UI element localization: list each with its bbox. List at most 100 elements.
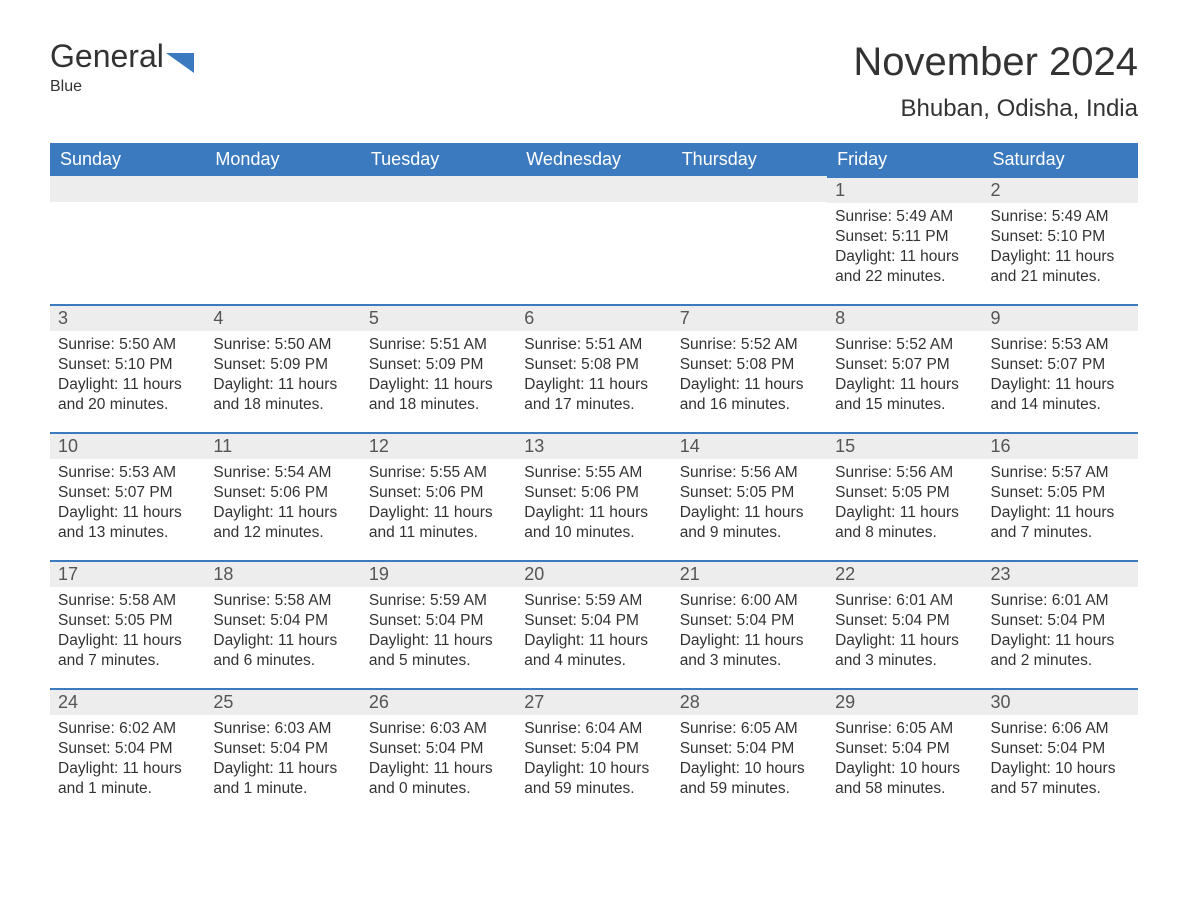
daylight-line: Daylight: 11 hours and 17 minutes.	[524, 375, 663, 415]
day-number-bar-empty	[50, 176, 205, 202]
day-details: Sunrise: 5:52 AMSunset: 5:08 PMDaylight:…	[672, 331, 827, 424]
day-number-bar-empty	[672, 176, 827, 202]
day-number: 19	[361, 560, 516, 587]
day-number-bar-empty	[361, 176, 516, 202]
day-number: 13	[516, 432, 671, 459]
day-number: 7	[672, 304, 827, 331]
calendar-day-cell	[361, 176, 516, 304]
day-number: 27	[516, 688, 671, 715]
sunset-line: Sunset: 5:04 PM	[991, 611, 1130, 631]
day-details: Sunrise: 6:03 AMSunset: 5:04 PMDaylight:…	[361, 715, 516, 808]
sunrise-line: Sunrise: 6:06 AM	[991, 719, 1130, 739]
sunset-line: Sunset: 5:04 PM	[213, 739, 352, 759]
calendar-day-cell	[50, 176, 205, 304]
day-number: 29	[827, 688, 982, 715]
sunrise-line: Sunrise: 5:55 AM	[524, 463, 663, 483]
day-number: 9	[983, 304, 1138, 331]
day-number-bar-empty	[516, 176, 671, 202]
sunset-line: Sunset: 5:08 PM	[524, 355, 663, 375]
daylight-line: Daylight: 10 hours and 57 minutes.	[991, 759, 1130, 799]
sunrise-line: Sunrise: 5:59 AM	[369, 591, 508, 611]
weekday-header: Friday	[827, 143, 982, 176]
day-number: 20	[516, 560, 671, 587]
sunrise-line: Sunrise: 6:00 AM	[680, 591, 819, 611]
weekday-header: Sunday	[50, 143, 205, 176]
sunrise-line: Sunrise: 5:50 AM	[213, 335, 352, 355]
calendar-week-row: 17Sunrise: 5:58 AMSunset: 5:05 PMDayligh…	[50, 560, 1138, 688]
calendar-week-row: 10Sunrise: 5:53 AMSunset: 5:07 PMDayligh…	[50, 432, 1138, 560]
calendar-day-cell: 26Sunrise: 6:03 AMSunset: 5:04 PMDayligh…	[361, 688, 516, 816]
calendar-day-cell: 24Sunrise: 6:02 AMSunset: 5:04 PMDayligh…	[50, 688, 205, 816]
calendar-day-cell: 28Sunrise: 6:05 AMSunset: 5:04 PMDayligh…	[672, 688, 827, 816]
sunset-line: Sunset: 5:05 PM	[835, 483, 974, 503]
day-details: Sunrise: 6:02 AMSunset: 5:04 PMDaylight:…	[50, 715, 205, 808]
daylight-line: Daylight: 11 hours and 12 minutes.	[213, 503, 352, 543]
day-number: 4	[205, 304, 360, 331]
calendar-day-cell: 4Sunrise: 5:50 AMSunset: 5:09 PMDaylight…	[205, 304, 360, 432]
day-number: 26	[361, 688, 516, 715]
day-details: Sunrise: 5:51 AMSunset: 5:09 PMDaylight:…	[361, 331, 516, 424]
daylight-line: Daylight: 11 hours and 7 minutes.	[991, 503, 1130, 543]
day-number: 12	[361, 432, 516, 459]
sunset-line: Sunset: 5:07 PM	[991, 355, 1130, 375]
calendar-day-cell: 29Sunrise: 6:05 AMSunset: 5:04 PMDayligh…	[827, 688, 982, 816]
daylight-line: Daylight: 11 hours and 18 minutes.	[213, 375, 352, 415]
sunrise-line: Sunrise: 5:58 AM	[58, 591, 197, 611]
calendar-day-cell: 12Sunrise: 5:55 AMSunset: 5:06 PMDayligh…	[361, 432, 516, 560]
day-number-bar-empty	[205, 176, 360, 202]
calendar-day-cell: 25Sunrise: 6:03 AMSunset: 5:04 PMDayligh…	[205, 688, 360, 816]
sunset-line: Sunset: 5:04 PM	[58, 739, 197, 759]
daylight-line: Daylight: 11 hours and 14 minutes.	[991, 375, 1130, 415]
calendar-day-cell: 17Sunrise: 5:58 AMSunset: 5:05 PMDayligh…	[50, 560, 205, 688]
day-details: Sunrise: 5:55 AMSunset: 5:06 PMDaylight:…	[361, 459, 516, 552]
day-details: Sunrise: 5:53 AMSunset: 5:07 PMDaylight:…	[983, 331, 1138, 424]
calendar-day-cell: 27Sunrise: 6:04 AMSunset: 5:04 PMDayligh…	[516, 688, 671, 816]
day-body-empty	[672, 202, 827, 282]
day-details: Sunrise: 5:59 AMSunset: 5:04 PMDaylight:…	[516, 587, 671, 680]
day-number: 17	[50, 560, 205, 587]
day-details: Sunrise: 6:01 AMSunset: 5:04 PMDaylight:…	[983, 587, 1138, 680]
calendar-day-cell: 10Sunrise: 5:53 AMSunset: 5:07 PMDayligh…	[50, 432, 205, 560]
day-details: Sunrise: 6:03 AMSunset: 5:04 PMDaylight:…	[205, 715, 360, 808]
sunset-line: Sunset: 5:04 PM	[369, 611, 508, 631]
sunset-line: Sunset: 5:04 PM	[369, 739, 508, 759]
day-details: Sunrise: 6:05 AMSunset: 5:04 PMDaylight:…	[672, 715, 827, 808]
day-number: 3	[50, 304, 205, 331]
calendar-day-cell: 22Sunrise: 6:01 AMSunset: 5:04 PMDayligh…	[827, 560, 982, 688]
sunrise-line: Sunrise: 5:51 AM	[369, 335, 508, 355]
daylight-line: Daylight: 11 hours and 5 minutes.	[369, 631, 508, 671]
sunrise-line: Sunrise: 5:55 AM	[369, 463, 508, 483]
daylight-line: Daylight: 11 hours and 22 minutes.	[835, 247, 974, 287]
sunrise-line: Sunrise: 6:04 AM	[524, 719, 663, 739]
day-details: Sunrise: 5:55 AMSunset: 5:06 PMDaylight:…	[516, 459, 671, 552]
calendar-day-cell: 23Sunrise: 6:01 AMSunset: 5:04 PMDayligh…	[983, 560, 1138, 688]
sunset-line: Sunset: 5:10 PM	[991, 227, 1130, 247]
calendar-day-cell: 9Sunrise: 5:53 AMSunset: 5:07 PMDaylight…	[983, 304, 1138, 432]
day-details: Sunrise: 5:58 AMSunset: 5:04 PMDaylight:…	[205, 587, 360, 680]
sunrise-line: Sunrise: 5:53 AM	[991, 335, 1130, 355]
calendar-day-cell: 2Sunrise: 5:49 AMSunset: 5:10 PMDaylight…	[983, 176, 1138, 304]
logo-triangle-icon	[166, 46, 194, 78]
daylight-line: Daylight: 11 hours and 10 minutes.	[524, 503, 663, 543]
sunset-line: Sunset: 5:06 PM	[213, 483, 352, 503]
day-number: 28	[672, 688, 827, 715]
sunset-line: Sunset: 5:04 PM	[524, 611, 663, 631]
sunset-line: Sunset: 5:05 PM	[991, 483, 1130, 503]
day-details: Sunrise: 6:04 AMSunset: 5:04 PMDaylight:…	[516, 715, 671, 808]
calendar-day-cell: 5Sunrise: 5:51 AMSunset: 5:09 PMDaylight…	[361, 304, 516, 432]
day-details: Sunrise: 6:00 AMSunset: 5:04 PMDaylight:…	[672, 587, 827, 680]
sunrise-line: Sunrise: 5:49 AM	[991, 207, 1130, 227]
day-details: Sunrise: 5:50 AMSunset: 5:10 PMDaylight:…	[50, 331, 205, 424]
daylight-line: Daylight: 11 hours and 8 minutes.	[835, 503, 974, 543]
weekday-header: Thursday	[672, 143, 827, 176]
sunrise-line: Sunrise: 5:49 AM	[835, 207, 974, 227]
calendar-day-cell: 16Sunrise: 5:57 AMSunset: 5:05 PMDayligh…	[983, 432, 1138, 560]
calendar-week-row: 1Sunrise: 5:49 AMSunset: 5:11 PMDaylight…	[50, 176, 1138, 304]
calendar-day-cell: 15Sunrise: 5:56 AMSunset: 5:05 PMDayligh…	[827, 432, 982, 560]
weekday-header: Tuesday	[361, 143, 516, 176]
sunrise-line: Sunrise: 5:54 AM	[213, 463, 352, 483]
page-title: November 2024	[853, 40, 1138, 85]
day-details: Sunrise: 6:05 AMSunset: 5:04 PMDaylight:…	[827, 715, 982, 808]
daylight-line: Daylight: 11 hours and 16 minutes.	[680, 375, 819, 415]
calendar-day-cell: 1Sunrise: 5:49 AMSunset: 5:11 PMDaylight…	[827, 176, 982, 304]
